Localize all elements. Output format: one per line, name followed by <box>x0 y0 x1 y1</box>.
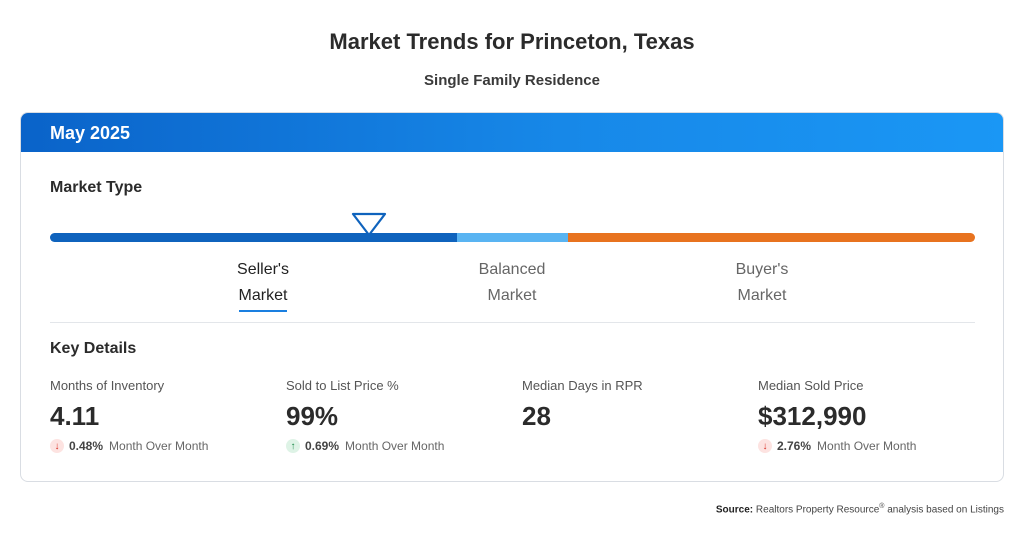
seller-segment <box>50 233 457 242</box>
buyer-segment <box>568 233 975 242</box>
seller-market-label: Seller's Market <box>183 257 343 312</box>
stat-median-days: Median Days in RPR 28 <box>522 378 742 432</box>
stat-change: ↓ 2.76% Month Over Month <box>758 439 978 453</box>
source-note: Source: Realtors Property Resource® anal… <box>715 503 1004 516</box>
stat-label: Median Days in RPR <box>522 378 643 393</box>
market-type-heading: Market Type <box>50 179 143 196</box>
stat-median-sold-price: Median Sold Price $312,990 ↓ 2.76% Month… <box>758 378 978 453</box>
key-details-heading: Key Details <box>50 340 137 357</box>
balanced-market-label: Balanced Market <box>478 261 546 304</box>
arrow-up-icon: ↑ <box>286 439 300 453</box>
arrow-down-icon: ↓ <box>50 439 64 453</box>
page-subtitle: Single Family Residence <box>424 72 600 89</box>
stat-change: ↑ 0.69% Month Over Month <box>286 439 506 453</box>
arrow-down-icon: ↓ <box>758 439 772 453</box>
balanced-segment <box>457 233 568 242</box>
stat-sold-to-list: Sold to List Price % 99% ↑ 0.69% Month O… <box>286 378 506 453</box>
stat-change: ↓ 0.48% Month Over Month <box>50 439 270 453</box>
stat-value: $312,990 <box>758 401 867 431</box>
section-divider <box>50 322 975 323</box>
buyer-market-label: Buyer's Market <box>735 261 789 304</box>
period-header: May 2025 <box>21 113 1003 152</box>
stat-value: 4.11 <box>50 401 100 431</box>
stat-value: 28 <box>522 401 551 431</box>
stat-value: 99% <box>286 401 339 431</box>
stat-label: Months of Inventory <box>50 378 165 393</box>
stat-label: Median Sold Price <box>758 378 864 393</box>
stat-label: Sold to List Price % <box>286 378 399 393</box>
market-indicator-triangle-icon <box>351 212 387 237</box>
market-type-bar <box>50 233 975 242</box>
stat-months-of-inventory: Months of Inventory 4.11 ↓ 0.48% Month O… <box>50 378 270 453</box>
market-card: May 2025 Market Type Seller's Market Bal… <box>20 112 1004 482</box>
page-title: Market Trends for Princeton, Texas <box>329 29 695 54</box>
